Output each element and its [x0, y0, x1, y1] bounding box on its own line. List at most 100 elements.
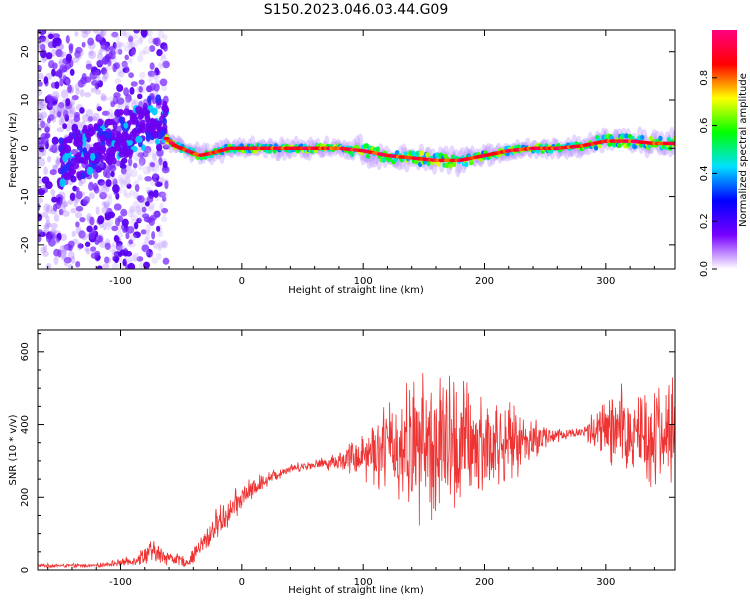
noise-speckle [49, 59, 55, 65]
noise-speckle [149, 62, 155, 70]
noise-speckle [137, 203, 143, 210]
noise-speckle [65, 35, 70, 44]
noise-speckle [99, 240, 106, 249]
noise-speckle [106, 193, 113, 199]
noise-speckle [128, 72, 134, 79]
noise-speckle [57, 202, 62, 208]
colorbar-tick-label: 0.4 [699, 165, 710, 181]
noise-speckle [140, 144, 147, 151]
noise-speckle [88, 50, 97, 60]
noise-speckle [155, 252, 162, 260]
noise-speckle [125, 169, 133, 178]
noise-speckle [63, 256, 72, 264]
noise-speckle [127, 262, 136, 269]
noise-speckle [74, 83, 80, 91]
noise-speckle [48, 102, 54, 109]
noise-speckle [151, 173, 160, 182]
noise-speckle [121, 60, 128, 68]
noise-speckle [143, 149, 152, 158]
noise-speckle [85, 63, 93, 70]
noise-speckle [67, 135, 73, 142]
noise-speckle [100, 95, 108, 102]
noise-speckle [123, 108, 131, 116]
noise-speckle [62, 75, 68, 83]
noise-speckle [52, 39, 58, 49]
noise-speckle [38, 229, 44, 238]
noise-speckle [82, 158, 89, 165]
noise-speckle [123, 176, 131, 185]
noise-speckle [59, 244, 67, 253]
noise-speckle [134, 184, 140, 192]
noise-speckle [62, 164, 70, 173]
noise-speckle [75, 205, 84, 212]
noise-speckle [80, 232, 89, 241]
noise-speckle [110, 100, 116, 108]
noise-speckle [129, 233, 137, 241]
noise-speckle [147, 30, 153, 38]
noise-speckle [157, 230, 164, 237]
noise-speckle [42, 250, 49, 257]
noise-speckle [68, 45, 74, 54]
snr-panel: -100 0 100 200 300 0 200 400 600 Height of stra… [8, 329, 676, 596]
noise-speckle [93, 185, 100, 194]
noise-speckle [78, 230, 86, 239]
noise-speckle [64, 144, 72, 154]
noise-speckle [67, 199, 74, 205]
noise-speckle [96, 234, 102, 244]
noise-speckle [76, 241, 83, 251]
noise-speckle [130, 48, 137, 58]
noise-speckle [51, 196, 58, 203]
colorbar-tick-label: 0.2 [699, 213, 710, 229]
ridge-cell [632, 144, 638, 150]
noise-speckle [118, 70, 125, 78]
noise-speckle [149, 45, 156, 52]
noise-speckle [87, 117, 93, 123]
noise-speckle [42, 147, 47, 157]
noise-speckle [162, 60, 170, 69]
noise-speckle [155, 160, 161, 168]
noise-speckle [152, 154, 158, 163]
ridge-cell [365, 153, 371, 159]
noise-speckle [122, 178, 131, 186]
noise-speckle [75, 46, 83, 54]
noise-speckle [45, 215, 50, 223]
noise-speckle [160, 55, 167, 63]
noise-speckle [38, 177, 43, 185]
snr-x-ticks: -100 0 100 200 300 [47, 330, 655, 588]
noise-speckle [65, 122, 72, 132]
noise-speckle [133, 39, 139, 48]
noise-speckle [125, 250, 133, 257]
noise-speckle [111, 262, 119, 269]
noise-speckle [95, 59, 103, 67]
noise-speckle [58, 137, 64, 144]
noise-speckle [100, 67, 107, 75]
noise-speckle [140, 229, 147, 235]
ridge-cell [620, 133, 626, 139]
noise-speckle [92, 112, 100, 121]
noise-speckle [152, 130, 159, 139]
noise-speckle [38, 187, 45, 196]
noise-speckle [76, 171, 82, 179]
noise-speckle [91, 79, 99, 87]
noise-speckle [49, 169, 57, 176]
noise-speckle [137, 195, 145, 203]
noise-speckle [43, 166, 48, 176]
noise-speckle [51, 103, 60, 112]
noise-speckle [45, 204, 53, 214]
noise-speckle [38, 101, 44, 110]
noise-speckle [88, 181, 94, 191]
noise-speckle [46, 222, 52, 228]
noise-speckle [40, 111, 48, 119]
noise-speckle [126, 148, 134, 156]
noise-speckle [133, 152, 141, 162]
noise-speckle [125, 93, 132, 103]
noise-speckle [130, 81, 138, 87]
noise-speckle [158, 62, 164, 68]
noise-speckle [111, 157, 117, 165]
y-tick-label: -20 [20, 237, 31, 253]
noise-speckle [45, 52, 53, 60]
noise-speckle [132, 231, 141, 239]
y-tick-label: 20 [20, 45, 31, 58]
y-tick-label: -10 [20, 188, 31, 204]
